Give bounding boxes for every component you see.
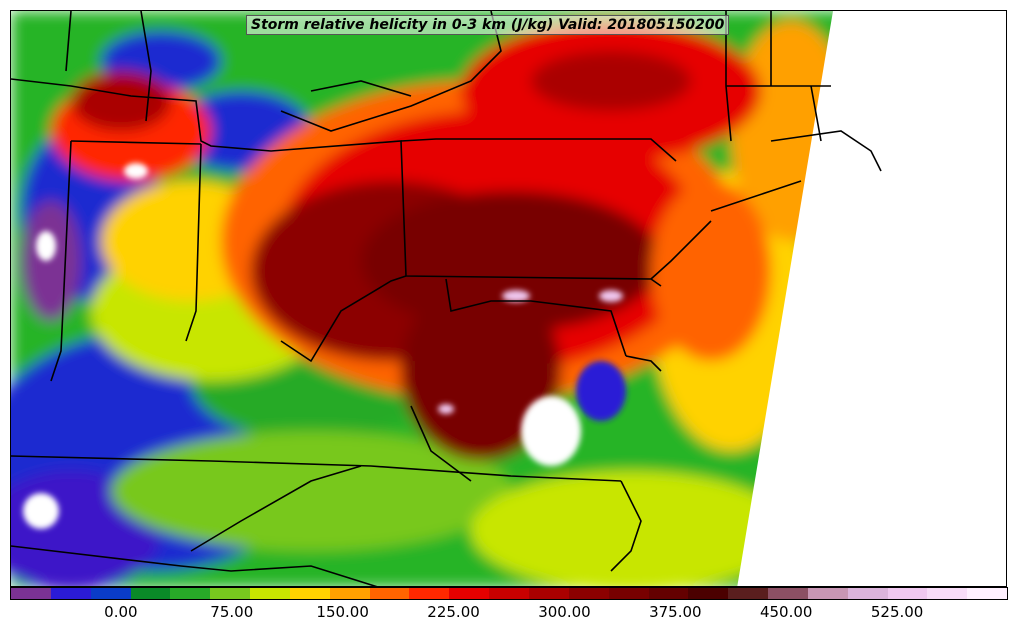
colorbar-segment — [967, 588, 1008, 599]
colorbar-segment — [11, 588, 51, 599]
boundary-lines — [11, 11, 882, 586]
colorbar-segment — [807, 588, 848, 599]
no-data-region — [737, 11, 1006, 586]
colorbar-segment — [130, 588, 171, 599]
colorbar-tick-label: 0.00 — [104, 603, 138, 621]
colorbar-tick-labels: 0.00 75.00 150.00 225.00 300.00 375.00 450.00 5… — [10, 600, 1008, 630]
helicity-highlights — [23, 163, 626, 529]
colorbar-segment — [449, 588, 490, 599]
colorbar — [10, 587, 1008, 600]
colorbar-tick-label: 225.00 — [427, 603, 480, 621]
colorbar-segment — [489, 588, 529, 599]
colorbar-tick-label: 150.00 — [316, 603, 369, 621]
colorbar-segment — [688, 588, 729, 599]
colorbar-segment — [887, 588, 928, 599]
colorbar-segment — [728, 588, 769, 599]
colorbar-segment — [528, 588, 569, 599]
colorbar-tick-label: 525.00 — [870, 603, 924, 621]
colorbar-segment — [648, 588, 689, 599]
colorbar-segment — [250, 588, 290, 599]
helicity-map-plot — [11, 11, 1006, 586]
colorbar-segment — [369, 588, 410, 599]
colorbar-segment — [847, 588, 888, 599]
colorbar-tick-label: 375.00 — [649, 603, 702, 621]
colorbar-tick-label: 300.00 — [538, 603, 591, 621]
colorbar-segment — [170, 588, 211, 599]
colorbar-segment — [568, 588, 609, 599]
colorbar-segment — [289, 588, 330, 599]
colorbar-segment — [210, 588, 251, 599]
colorbar-segment — [927, 588, 968, 599]
map-title: Storm relative helicity in 0-3 km (J/kg)… — [246, 15, 730, 35]
colorbar-segment — [608, 588, 649, 599]
colorbar-segment — [768, 588, 808, 599]
colorbar-tick-label: 450.00 — [759, 603, 813, 621]
colorbar-segment — [50, 588, 91, 599]
colorbar-segment — [90, 588, 131, 599]
colorbar-segment — [409, 588, 450, 599]
helicity-map — [10, 10, 1007, 587]
colorbar-tick-label: 75.00 — [210, 603, 254, 621]
colorbar-segment — [329, 588, 370, 599]
